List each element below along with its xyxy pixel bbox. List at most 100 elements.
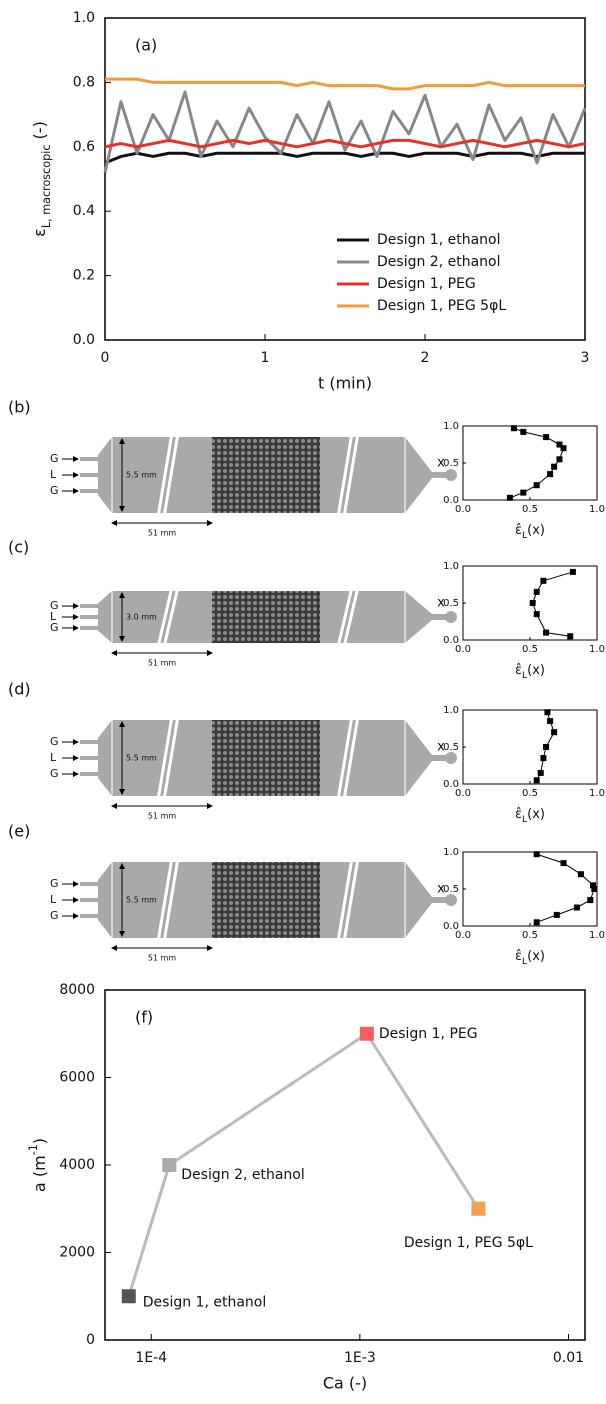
x-tick-label: 1 [261,350,270,366]
x-axis-label-part: ε̂ [515,662,522,677]
y-tick-label: 0.2 [73,268,95,284]
x-axis-label: t (min) [318,374,372,393]
x-tick-label: 0.0 [455,644,471,655]
inlet-label: L [50,610,57,623]
inlet-channel [80,489,100,493]
y-axis-label: a (m-1) [27,1138,49,1192]
length-label: 51 mm [148,529,177,538]
x-axis-label-part: L [522,957,528,967]
y-tick-label: 0.5 [443,458,459,469]
x-tick-label: 0 [101,350,110,366]
data-point [573,904,580,911]
data-point [533,611,540,618]
data-point [567,633,574,640]
outlet-bulb [445,894,457,906]
y-tick-label: 1.0 [443,705,459,716]
y-tick-label: 0.0 [443,779,459,790]
y-tick-label: 1.0 [443,561,459,572]
x-axis-label-part: L [522,531,528,541]
y-tick-label: 0.5 [443,884,459,895]
x-tick-label: 1E-3 [344,1350,376,1366]
data-point [591,886,598,892]
y-tick-label: 0.6 [73,139,95,155]
x-tick-label: 0.5 [522,788,538,799]
point-label: Design 1, ethanol [143,1294,266,1310]
width-label: 5.5 mm [126,754,157,763]
x-tick-label: 2 [421,350,430,366]
break-mark [342,432,360,518]
legend-label: Design 2, ethanol [377,254,500,270]
width-label: 5.5 mm [126,896,157,905]
data-point [556,456,563,463]
x-axis-label: ε̂L(x) [515,948,545,966]
y-tick-label: 2000 [59,1245,95,1261]
data-point [560,860,567,867]
x-axis-label-part: L [522,671,528,681]
y-tick-label: 4000 [59,1157,95,1173]
inlet-channel [80,756,100,760]
inlet-channel [80,740,100,744]
data-point [520,428,527,435]
data-line [105,77,585,91]
data-point [551,463,558,470]
plot-frame [462,709,598,785]
x-axis-label-part: ε̂ [515,522,522,537]
legend-label: Design 1, PEG [377,276,476,292]
data-line [532,571,574,637]
inlet-label: G [50,909,59,922]
inlet-channel [80,625,100,630]
break-mark [336,715,354,801]
plot-frame [462,851,598,927]
x-tick-label: 1E-4 [135,1350,167,1366]
inlet-channel [80,898,100,902]
legend-label: Design 1, ethanol [377,232,500,248]
length-label: 51 mm [148,954,177,963]
inlet-label: L [50,468,57,481]
x-tick-label: 0.01 [553,1350,584,1366]
data-point [533,588,540,595]
data-point [162,1158,177,1172]
legend-label: Design 1, PEG 5φL [377,298,506,314]
inlet-label: G [50,621,59,634]
y-tick-label: 0.0 [443,495,459,506]
width-label: 3.0 mm [126,613,157,622]
y-axis-label: x [437,740,445,755]
data-point [533,919,540,926]
panel-label: (e) [8,822,30,841]
y-tick-label: 1.0 [443,421,459,432]
y-tick-label: 8000 [59,982,95,998]
y-axis-label: x [437,596,445,611]
break-mark [336,857,354,943]
data-point [544,709,551,716]
x-axis-label: ε̂L(x) [515,806,545,824]
inlet-label: G [50,735,59,748]
inlet-channel [80,615,100,619]
y-axis-label-part: -1 [27,1144,40,1155]
y-axis-label: x [437,882,445,897]
y-tick-label: 0.5 [443,742,459,753]
break-mark [156,857,174,943]
data-point [506,494,513,501]
length-label: 51 mm [148,659,177,668]
plot-frame [104,989,586,1341]
data-point [587,897,594,904]
panel-label: (f) [135,1008,153,1027]
data-point [540,755,547,762]
y-tick-label: 0.8 [73,74,95,90]
y-tick-label: 0.0 [73,332,95,348]
data-point [529,600,536,606]
data-point [551,729,558,736]
break-mark [342,857,360,943]
y-axis-label-part: (-) [30,121,49,144]
y-axis-label-part: ) [30,1138,49,1144]
y-tick-label: 1.0 [73,10,95,26]
data-line [127,1032,480,1297]
data-line [104,138,586,149]
data-point [556,441,563,448]
data-point [359,1026,374,1041]
point-label: Design 2, ethanol [181,1167,304,1183]
outlet-bulb [445,611,457,623]
break-mark [342,715,360,801]
x-tick-label: 1.0 [589,930,605,941]
